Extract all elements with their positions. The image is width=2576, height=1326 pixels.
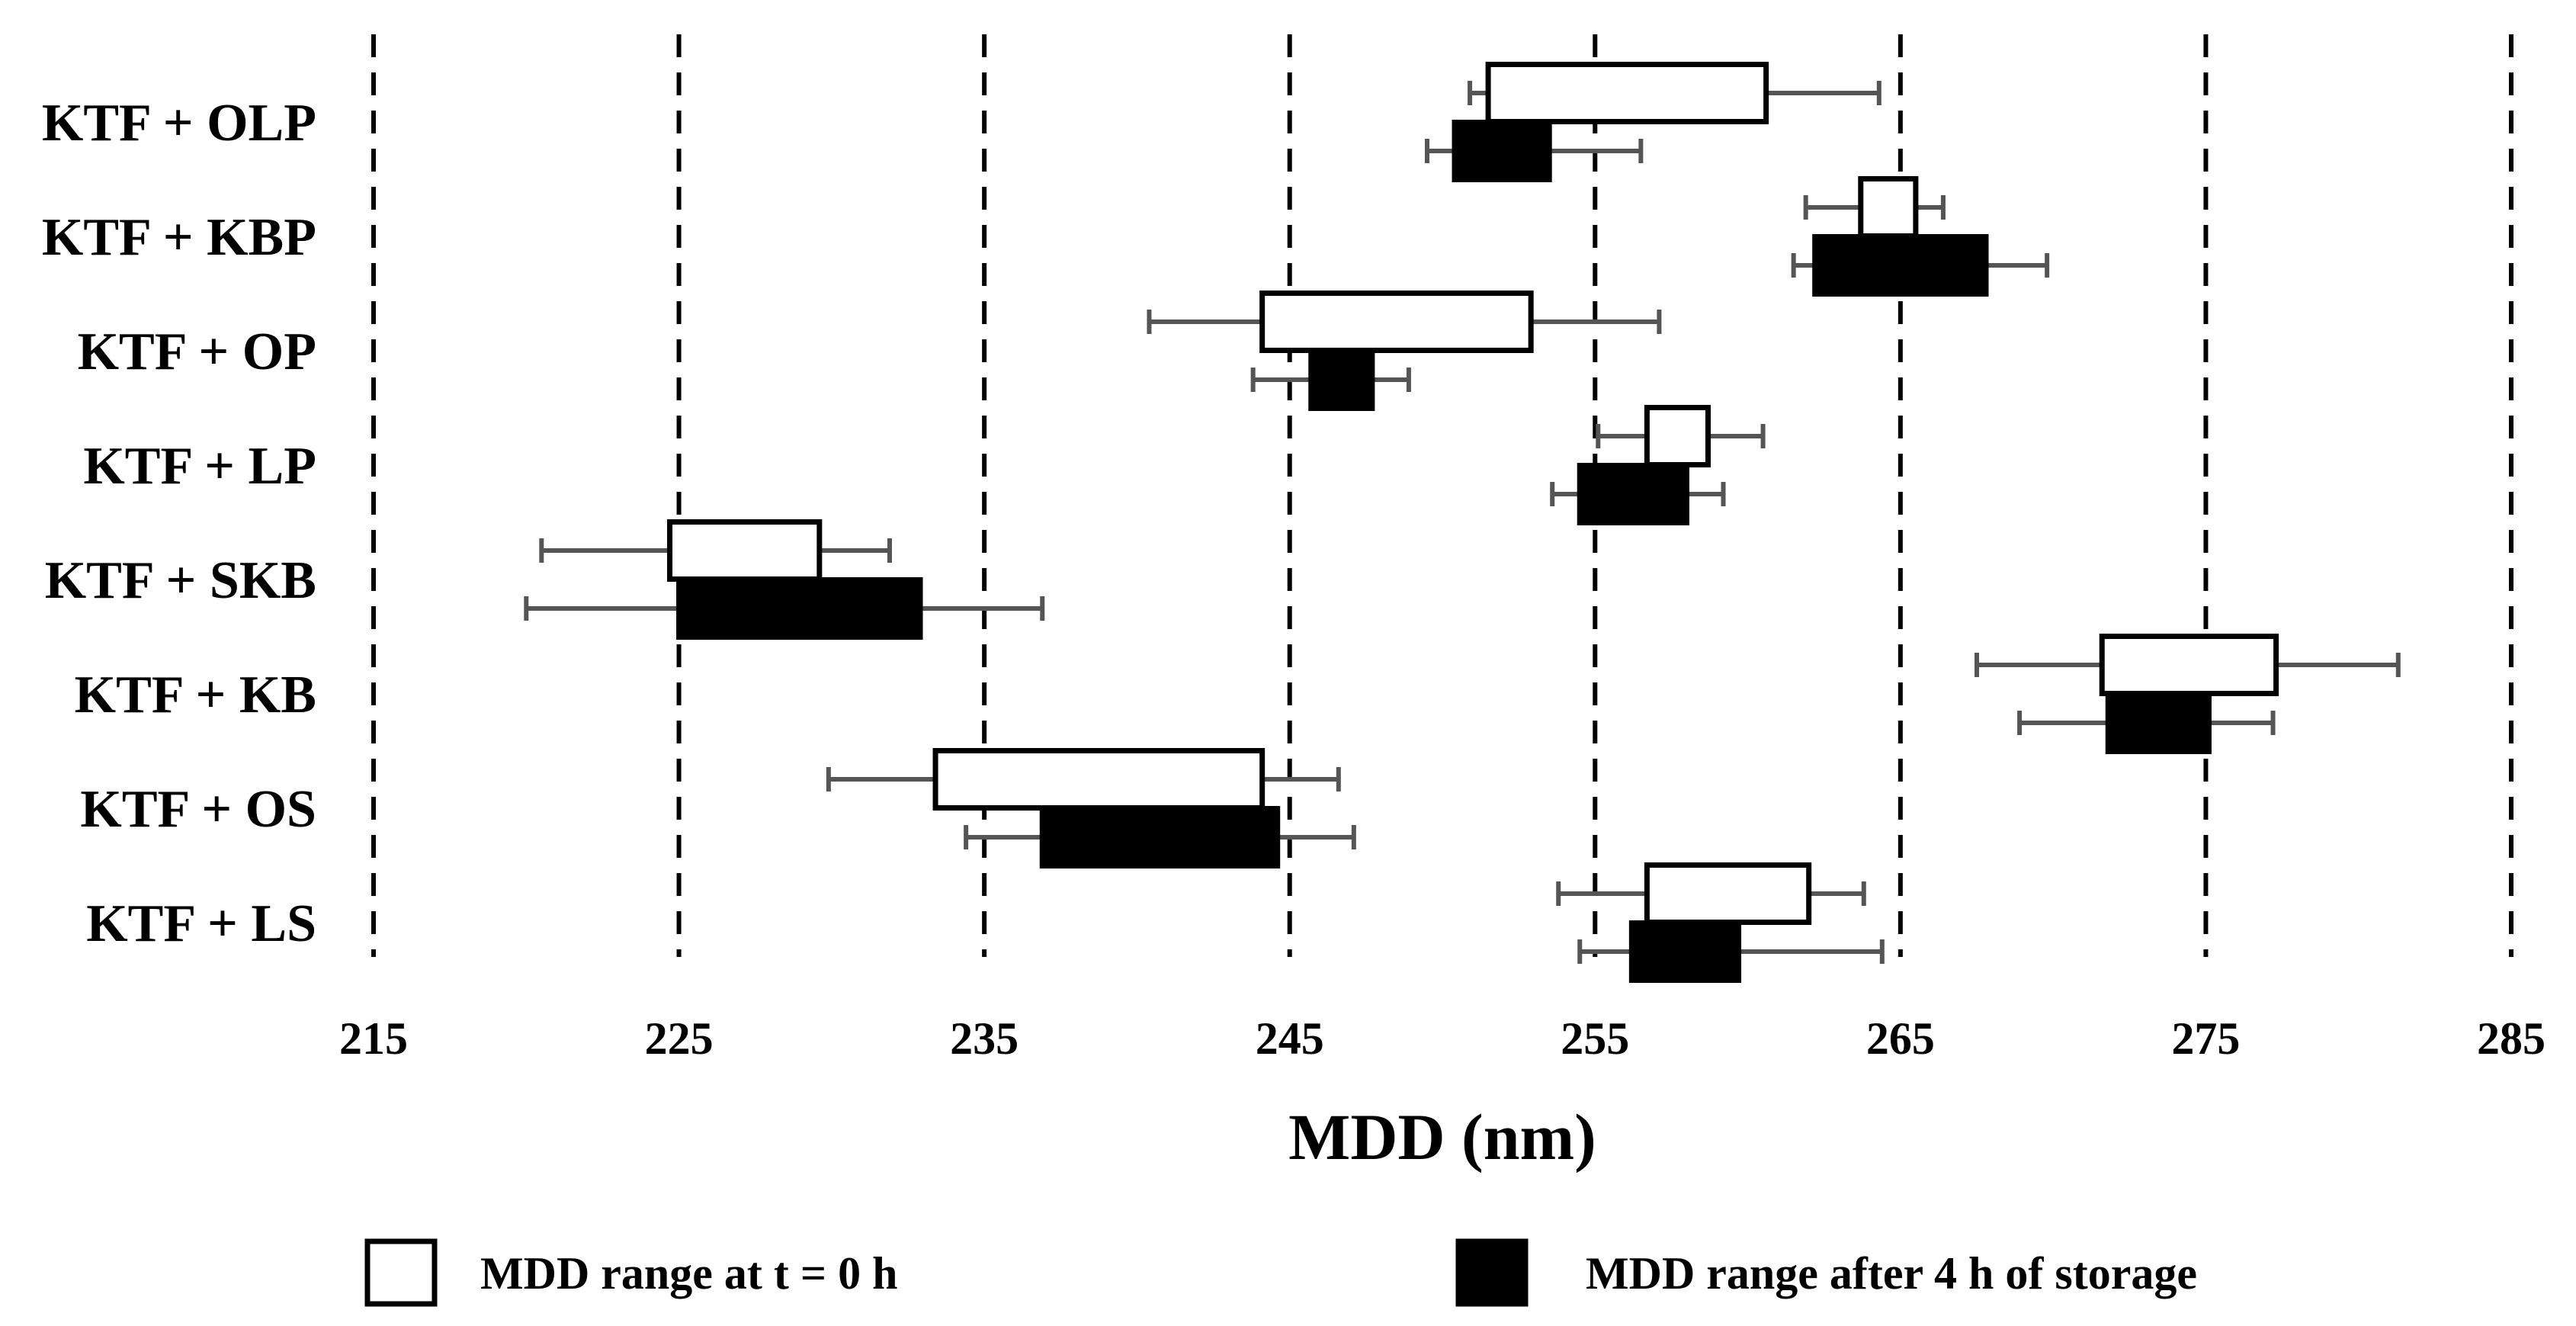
category-label: KTF + OLP	[42, 94, 316, 153]
x-tick-label-265: 265	[1866, 1013, 1935, 1064]
range-bar-t0	[667, 519, 823, 582]
range-bar-4h	[1039, 806, 1281, 868]
range-bar-t0	[1259, 291, 1534, 353]
range-bar-4h	[676, 577, 923, 640]
legend-swatch-4h	[1455, 1238, 1529, 1307]
x-tick-label-255: 255	[1561, 1013, 1629, 1064]
range-bar-4h	[1812, 234, 1989, 297]
category-label: KTF + KB	[75, 666, 316, 724]
legend-label-t0: MDD range at t = 0 h	[480, 1248, 897, 1299]
range-bar-t0	[2099, 634, 2279, 696]
x-axis-title: MDD (nm)	[1288, 1100, 1596, 1173]
legend-label-4h: MDD range after 4 h of storage	[1586, 1248, 2197, 1299]
range-bar-t0	[1485, 62, 1769, 124]
category-label: KTF + LP	[83, 437, 316, 496]
range-bar-t0	[1644, 862, 1812, 925]
category-label: KTF + KBP	[42, 208, 316, 267]
x-tick-label-215: 215	[339, 1013, 408, 1064]
category-labels: KTF + OLP KTF + KBP KTF + OP KTF + LP KTF + …	[42, 94, 316, 953]
range-bar-4h	[1308, 348, 1375, 411]
range-bars	[667, 62, 2279, 983]
x-tick-label-235: 235	[950, 1013, 1019, 1064]
category-label: KTF + OS	[80, 780, 316, 839]
x-tick-label-285: 285	[2477, 1013, 2546, 1064]
range-bar-t0	[1644, 405, 1711, 467]
range-bar-4h	[1628, 920, 1742, 983]
range-bar-4h	[1577, 463, 1689, 525]
range-bar-4h	[1452, 120, 1552, 182]
legend-swatch-t0	[364, 1238, 438, 1307]
range-bar-t0	[932, 748, 1266, 811]
x-tick-labels: 215 225 235 245 255 265 275 285	[339, 1013, 2546, 1064]
category-label: KTF + SKB	[45, 551, 316, 610]
range-bar-t0	[1858, 176, 1919, 239]
range-bar-4h	[2105, 692, 2212, 754]
category-label: KTF + OP	[78, 323, 316, 381]
x-tick-label-275: 275	[2171, 1013, 2240, 1064]
x-tick-label-225: 225	[645, 1013, 714, 1064]
category-label: KTF + LS	[86, 894, 316, 953]
legend: MDD range at t = 0 h MDD range after 4 h…	[364, 1238, 2197, 1307]
vertical-gridlines	[371, 34, 2513, 957]
x-tick-label-245: 245	[1256, 1013, 1324, 1064]
